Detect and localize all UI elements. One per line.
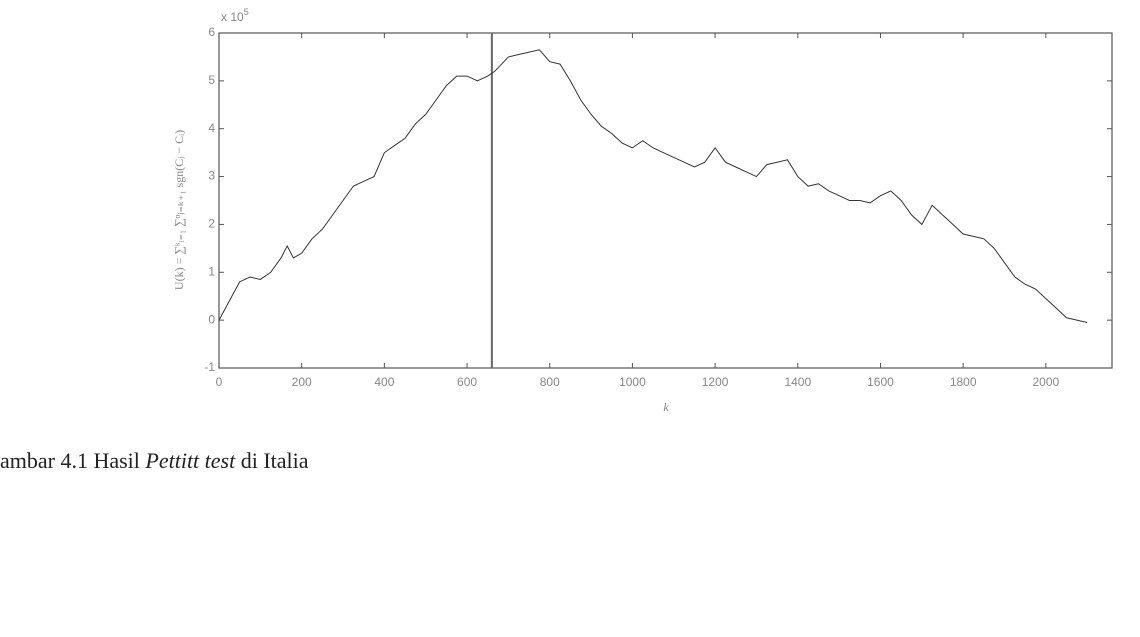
x-tick-label: 200	[292, 375, 312, 389]
caption-italic: Pettitt test	[145, 448, 236, 473]
x-tick-label: 1600	[867, 375, 894, 389]
data-line	[218, 49, 1088, 324]
caption: ambar 4.1 Hasil Pettitt test di Italia	[0, 448, 309, 474]
y-tick-label: 5	[208, 73, 215, 87]
x-tick-label: 1000	[619, 375, 646, 389]
x-label: k	[663, 400, 669, 414]
y-tick-label: -1	[204, 360, 215, 374]
y-tick-label: 6	[208, 25, 215, 39]
caption-text: di Italia	[235, 448, 309, 473]
x-tick-label: 0	[216, 375, 223, 389]
x-tick-label: 1200	[702, 375, 729, 389]
y-label: U(k) = ∑ᵏᵢ₌₁ ∑ⁿⱼ₌ₖ₊₁ sgn(Cⱼ − Cᵢ)	[172, 130, 186, 290]
y-tick-label: 1	[208, 264, 215, 278]
y-tick-label: 0	[208, 312, 215, 326]
x-tick-label: 2000	[1033, 375, 1060, 389]
caption-text: ambar 4.1 Hasil	[0, 448, 146, 473]
chart: x 105 k U(k) = ∑ᵏᵢ₌₁ ∑ⁿⱼ₌ₖ₊₁ sgn(Cⱼ − Cᵢ…	[172, 7, 1113, 414]
y-tick-label: 4	[208, 121, 215, 135]
x-tick-label: 1400	[784, 375, 811, 389]
y-tick-label: 3	[208, 169, 215, 183]
x-tick-label: 400	[374, 375, 394, 389]
y-tick-label: 2	[208, 217, 215, 231]
plot-frame	[218, 32, 1113, 369]
x-tick-label: 600	[457, 375, 477, 389]
y-multiplier: x 105	[221, 7, 249, 24]
x-tick-label: 1800	[950, 375, 977, 389]
x-tick-label: 800	[540, 375, 560, 389]
